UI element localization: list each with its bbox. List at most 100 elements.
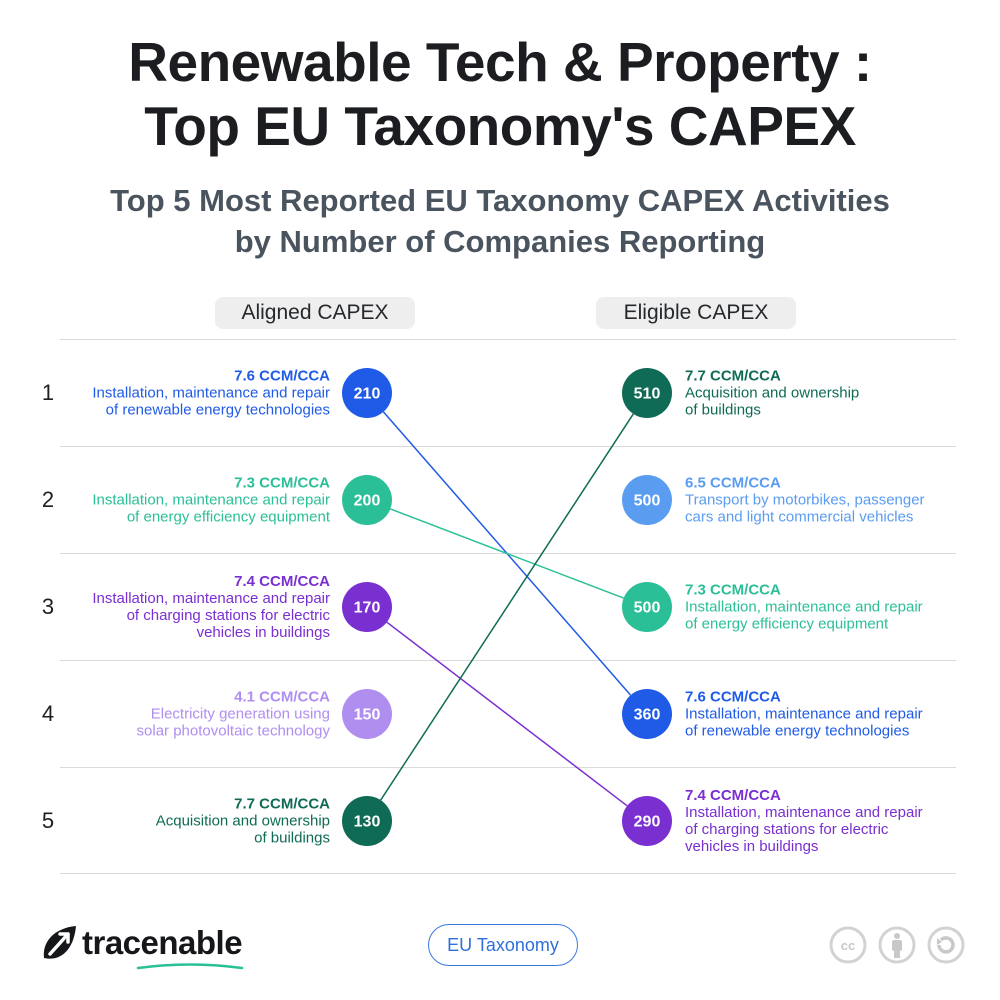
aligned-activity-label: 4.1 CCM/CCA Electricity generation using s… bbox=[50, 689, 330, 740]
aligned-value-circle bbox=[342, 582, 392, 632]
title-line-2: Top EU Taxonomy's CAPEX bbox=[144, 95, 856, 157]
eu-taxonomy-tag[interactable]: EU Taxonomy bbox=[428, 924, 578, 966]
aligned-value-label: 150 bbox=[354, 707, 381, 724]
chart-subtitle: Top 5 Most Reported EU Taxonomy CAPEX Ac… bbox=[0, 180, 1000, 262]
title-line-1: Renewable Tech & Property : bbox=[128, 31, 872, 93]
activity-description: of renewable energy technologies bbox=[105, 401, 330, 419]
eligible-value-label: 360 bbox=[634, 707, 661, 724]
eligible-value-node: 500 bbox=[622, 582, 672, 632]
link-line-7-7 bbox=[380, 413, 634, 801]
activity-description: Acquisition and ownership bbox=[685, 384, 860, 402]
aligned-value-node: 210 bbox=[342, 368, 392, 418]
link-line-7-3 bbox=[390, 508, 624, 599]
activity-description: cars and light commercial vehicles bbox=[685, 508, 914, 526]
svg-text:cc: cc bbox=[841, 938, 855, 953]
rank-label: 1 bbox=[41, 380, 55, 405]
activity-description: of buildings bbox=[685, 401, 761, 419]
eligible-value-node: 500 bbox=[622, 475, 672, 525]
activity-description: vehicles in buildings bbox=[196, 624, 330, 641]
eligible-value-circle bbox=[622, 368, 672, 418]
activity-description: vehicles in buildings bbox=[685, 838, 819, 855]
page-title: Renewable Tech & Property : Top EU Taxon… bbox=[0, 30, 1000, 158]
subtitle-line-1: Top 5 Most Reported EU Taxonomy CAPEX Ac… bbox=[110, 183, 890, 218]
aligned-value-circle bbox=[342, 796, 392, 846]
activity-description: of energy efficiency equipment bbox=[126, 508, 330, 526]
aligned-value-circle bbox=[342, 368, 392, 418]
activity-description: Installation, maintenance and repair bbox=[92, 384, 330, 402]
aligned-value-label: 130 bbox=[354, 814, 381, 831]
aligned-value-node: 130 bbox=[342, 796, 392, 846]
aligned-activity-label: 7.6 CCM/CCA Installation, maintenance and… bbox=[50, 368, 330, 419]
row-divider bbox=[60, 873, 956, 874]
aligned-value-label: 170 bbox=[354, 600, 381, 617]
row-divider bbox=[60, 660, 956, 661]
cc-icon: cc bbox=[829, 926, 867, 964]
activity-description: of charging stations for electric bbox=[685, 821, 889, 838]
aligned-value-label: 210 bbox=[354, 386, 381, 403]
eligible-value-circle bbox=[622, 796, 672, 846]
eligible-activity-label: 6.5 CCM/CCA Transport by motorbikes, pass… bbox=[685, 475, 975, 526]
activity-code: 7.4 CCM/CCA bbox=[234, 573, 330, 590]
rank-label: 3 bbox=[41, 594, 55, 619]
eligible-value-circle bbox=[622, 582, 672, 632]
brand-underline bbox=[136, 963, 244, 970]
activity-description: of buildings bbox=[254, 829, 330, 847]
activity-description: of renewable energy technologies bbox=[685, 722, 910, 740]
eligible-activity-label: 7.7 CCM/CCA Acquisition and ownership of b… bbox=[685, 368, 975, 419]
activity-code: 6.5 CCM/CCA bbox=[685, 474, 781, 492]
activity-description: Acquisition and ownership bbox=[155, 812, 330, 830]
tracenable-logo-icon bbox=[43, 926, 76, 959]
eligible-value-node: 360 bbox=[622, 689, 672, 739]
row-divider bbox=[60, 339, 956, 340]
eligible-value-circle bbox=[622, 475, 672, 525]
eligible-value-label: 500 bbox=[634, 493, 661, 510]
eligible-activity-label: 7.3 CCM/CCA Installation, maintenance and… bbox=[685, 582, 975, 633]
eligible-value-circle bbox=[622, 689, 672, 739]
attribution-icon bbox=[878, 926, 916, 964]
rank-label: 2 bbox=[41, 487, 55, 512]
activity-code: 7.7 CCM/CCA bbox=[234, 795, 330, 813]
activity-code: 7.4 CCM/CCA bbox=[685, 787, 781, 804]
activity-description: Installation, maintenance and repair bbox=[92, 491, 330, 509]
eligible-activity-label: 7.4 CCM/CCA Installation, maintenance and… bbox=[685, 787, 975, 855]
activity-description: Installation, maintenance and repair bbox=[685, 598, 923, 616]
brand-name: tracenable bbox=[82, 924, 243, 961]
aligned-value-circle bbox=[342, 475, 392, 525]
aligned-value-label: 200 bbox=[354, 493, 381, 510]
eligible-activity-label: 7.6 CCM/CCA Installation, maintenance and… bbox=[685, 689, 975, 740]
aligned-activity-label: 7.4 CCM/CCA Installation, maintenance and… bbox=[50, 573, 330, 641]
rank-label: 5 bbox=[41, 808, 55, 833]
aligned-activity-label: 7.7 CCM/CCA Acquisition and ownership of b… bbox=[50, 796, 330, 847]
rank-label: 4 bbox=[41, 701, 55, 726]
eligible-value-node: 510 bbox=[622, 368, 672, 418]
share-alike-icon bbox=[927, 926, 965, 964]
activity-description: Installation, maintenance and repair bbox=[92, 590, 330, 607]
aligned-value-node: 150 bbox=[342, 689, 392, 739]
subtitle-line-2: by Number of Companies Reporting bbox=[234, 224, 766, 259]
row-divider bbox=[60, 446, 956, 447]
aligned-value-circle bbox=[342, 689, 392, 739]
activity-description: Installation, maintenance and repair bbox=[685, 804, 923, 821]
aligned-value-node: 200 bbox=[342, 475, 392, 525]
activity-description: Transport by motorbikes, passenger bbox=[685, 491, 925, 509]
activity-code: 7.6 CCM/CCA bbox=[685, 688, 781, 706]
eligible-capex-header: Eligible CAPEX bbox=[596, 297, 796, 329]
activity-description: Installation, maintenance and repair bbox=[685, 705, 923, 723]
activity-code: 7.7 CCM/CCA bbox=[685, 367, 781, 385]
link-line-7-4 bbox=[386, 621, 628, 807]
activity-description: of energy efficiency equipment bbox=[685, 615, 889, 633]
aligned-capex-header: Aligned CAPEX bbox=[215, 297, 415, 329]
eligible-value-label: 500 bbox=[634, 600, 661, 617]
row-divider bbox=[60, 767, 956, 768]
aligned-activity-label: 7.3 CCM/CCA Installation, maintenance and… bbox=[50, 475, 330, 526]
aligned-value-node: 170 bbox=[342, 582, 392, 632]
activity-code: 7.3 CCM/CCA bbox=[234, 474, 330, 492]
activity-description: of charging stations for electric bbox=[126, 607, 330, 624]
activity-code: 4.1 CCM/CCA bbox=[234, 688, 330, 706]
eligible-value-node: 290 bbox=[622, 796, 672, 846]
eligible-value-label: 290 bbox=[634, 814, 661, 831]
activity-code: 7.6 CCM/CCA bbox=[234, 367, 330, 385]
eligible-value-label: 510 bbox=[634, 386, 661, 403]
activity-description: Electricity generation using bbox=[150, 705, 330, 723]
